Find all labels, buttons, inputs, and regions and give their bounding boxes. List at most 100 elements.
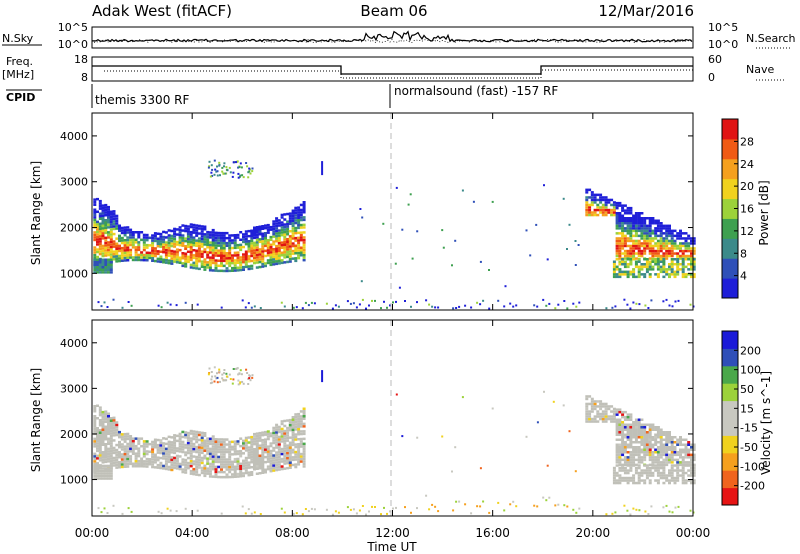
echo-cell	[626, 229, 630, 233]
echo-cell	[153, 443, 157, 446]
colorbar-cell	[722, 218, 738, 239]
echo-cell	[175, 248, 179, 251]
echo-cell	[299, 238, 303, 242]
echo-cell	[645, 270, 649, 274]
echo-cell	[626, 258, 630, 261]
echo-cell	[275, 426, 279, 429]
echo-cell	[137, 465, 141, 468]
echo-cell	[137, 231, 141, 234]
echo-cell	[222, 460, 226, 464]
echo-cell	[208, 442, 212, 446]
echo-cell	[272, 248, 276, 251]
echo-cell	[170, 436, 174, 439]
echo-cell	[626, 469, 630, 472]
echo-cell	[277, 435, 281, 439]
echo-cell	[208, 241, 212, 244]
echo-cell	[159, 439, 163, 442]
echo-cell	[104, 229, 108, 232]
echo-cell	[115, 421, 119, 424]
echo-cell	[275, 431, 279, 434]
echo-cell	[629, 239, 633, 243]
echo-cell	[101, 431, 105, 434]
echo-cell	[283, 305, 286, 308]
echo-cell	[618, 252, 622, 255]
echo-cell	[294, 413, 298, 416]
echo-cell	[690, 258, 693, 261]
echo-cell	[170, 456, 174, 459]
echo-cell	[593, 201, 597, 204]
echo-cell	[109, 261, 113, 264]
echo-cell	[142, 243, 146, 247]
echo-cell	[210, 171, 213, 174]
echo-cell	[264, 232, 267, 235]
echo-cell	[634, 224, 638, 228]
echo-cell	[275, 260, 279, 263]
echo-cell	[272, 263, 276, 266]
echo-cell	[225, 252, 229, 255]
echo-cell	[242, 240, 245, 244]
echo-cell	[186, 444, 190, 447]
echo-cell	[294, 257, 298, 260]
echo-cell	[676, 260, 680, 263]
echo-cell	[220, 465, 223, 469]
echo-cell	[214, 269, 218, 272]
echo-cell	[123, 234, 127, 237]
echo-cell	[145, 465, 149, 468]
echo-cell	[269, 246, 273, 249]
echo-cell	[272, 225, 276, 228]
echo-cell	[142, 246, 146, 249]
echo-cell	[648, 227, 652, 230]
echo-cell	[159, 444, 163, 447]
echo-cell	[618, 237, 622, 240]
echo-cell	[101, 453, 105, 456]
echo-cell	[269, 228, 273, 231]
echo-cell	[109, 434, 113, 438]
echo-cell	[629, 438, 633, 441]
echo-cell	[247, 456, 251, 459]
echo-cell	[101, 249, 105, 253]
echo-cell	[291, 426, 295, 429]
echo-cell	[244, 253, 248, 256]
echo-cell	[272, 434, 276, 437]
echo-cell	[623, 222, 627, 225]
echo-cell	[648, 438, 652, 441]
echo-cell	[93, 221, 97, 224]
echo-cell	[217, 239, 221, 242]
echo-cell	[264, 443, 267, 446]
echo-cell	[662, 458, 666, 462]
echo-cell	[640, 222, 644, 225]
colorbar-cell	[722, 331, 738, 349]
echo-cell	[255, 251, 259, 254]
echo-cell	[197, 242, 201, 245]
echo-cell	[242, 472, 245, 475]
echo-cell	[593, 208, 597, 212]
echo-cell	[632, 247, 636, 250]
echo-cell	[623, 265, 627, 269]
echo-cell	[283, 442, 287, 445]
echo-cell	[214, 239, 218, 242]
echo-cell	[670, 229, 674, 233]
echo-cell	[286, 429, 290, 432]
echo-cell	[186, 449, 190, 452]
echo-cell	[618, 410, 622, 414]
echo-cell	[129, 248, 133, 252]
echo-cell	[244, 512, 247, 515]
echo-cell	[601, 208, 605, 212]
echo-cell	[621, 451, 625, 454]
echo-cell	[325, 302, 328, 305]
echo-cell	[302, 432, 306, 436]
echo-cell	[648, 232, 652, 235]
echo-cell	[283, 444, 287, 448]
echo-cell	[277, 445, 281, 449]
echo-cell	[615, 446, 619, 449]
echo-cell	[151, 241, 155, 245]
echo-cell	[134, 251, 138, 254]
echo-cell	[692, 474, 696, 477]
echo-cell	[126, 238, 130, 242]
echo-cell	[640, 436, 644, 439]
echo-cell	[662, 474, 666, 477]
echo-cell	[208, 437, 212, 441]
echo-cell	[148, 450, 152, 453]
colorbar-cell	[722, 119, 738, 140]
echo-cell	[612, 471, 616, 475]
